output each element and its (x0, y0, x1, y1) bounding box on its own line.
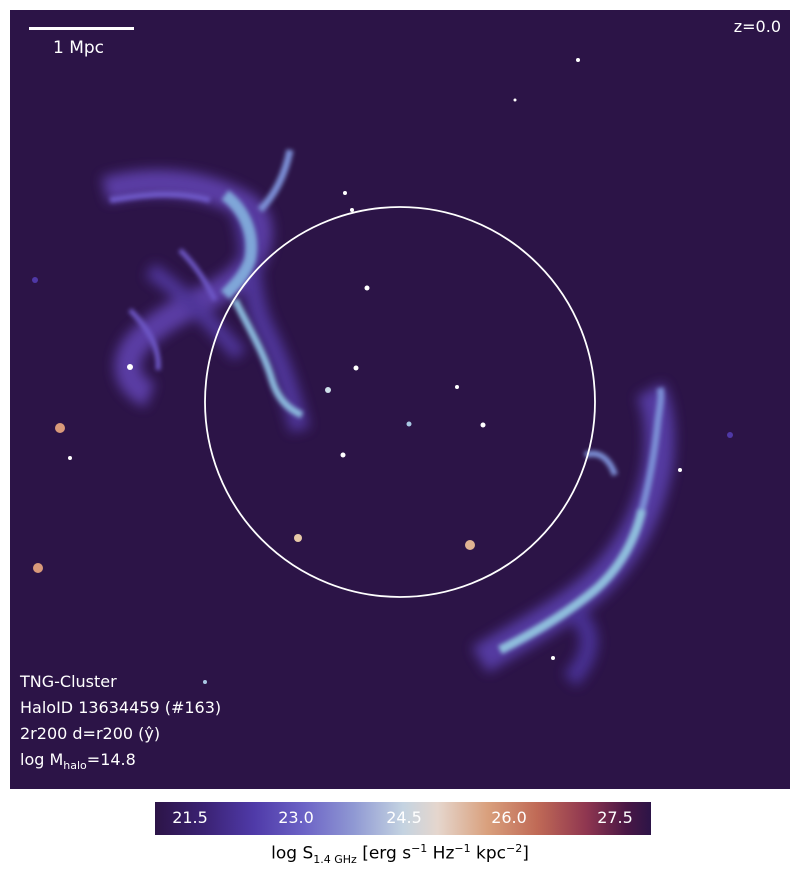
halo-mass-sub: halo (63, 759, 87, 773)
halo-id: HaloID 13634459 (#163) (20, 698, 222, 717)
colorbar-label-end: ] (522, 843, 529, 864)
halo-mass-value: =14.8 (86, 750, 136, 769)
colorbar: 21.5 23.0 24.5 26.0 27.5 (155, 802, 651, 835)
r200-circle (204, 206, 596, 598)
radio-emission-map: 1 Mpc z=0.0 (10, 10, 790, 789)
halo-mass: log Mhalo=14.8 (20, 750, 136, 772)
colorbar-label-sub: 1.4 GHz (313, 853, 357, 867)
simulation-name: TNG-Cluster (20, 672, 117, 691)
colorbar-tick: 23.0 (278, 808, 314, 827)
scale-bar-label: 1 Mpc (53, 38, 105, 58)
colorbar-label-prefix: log S (271, 843, 314, 864)
point-sources (32, 58, 733, 684)
colorbar-label-mid: kpc (470, 843, 507, 864)
filament-upper-left-bright (109, 149, 304, 419)
colorbar-label-sup: −1 (454, 842, 471, 855)
halo-mass-prefix: log M (20, 750, 64, 769)
projection-info: 2r200 d=r200 (ŷ) (20, 724, 161, 743)
colorbar-tick: 21.5 (172, 808, 208, 827)
colorbar-label-sup: −1 (411, 842, 428, 855)
filament-upper-left (101, 169, 310, 433)
colorbar-tick: 27.5 (597, 808, 633, 827)
colorbar-tick: 26.0 (491, 808, 527, 827)
colorbar-label: log S1.4 GHz [erg s−1 Hz−1 kpc−2] (0, 842, 800, 866)
redshift-label: z=0.0 (733, 17, 781, 36)
emission-map-svg (32, 58, 733, 687)
colorbar-label-mid: [erg s (356, 843, 412, 864)
scale-bar-line (29, 27, 134, 30)
colorbar-label-mid: Hz (427, 843, 455, 864)
colorbar-tick: 24.5 (386, 808, 422, 827)
colorbar-label-sup: −2 (506, 842, 523, 855)
